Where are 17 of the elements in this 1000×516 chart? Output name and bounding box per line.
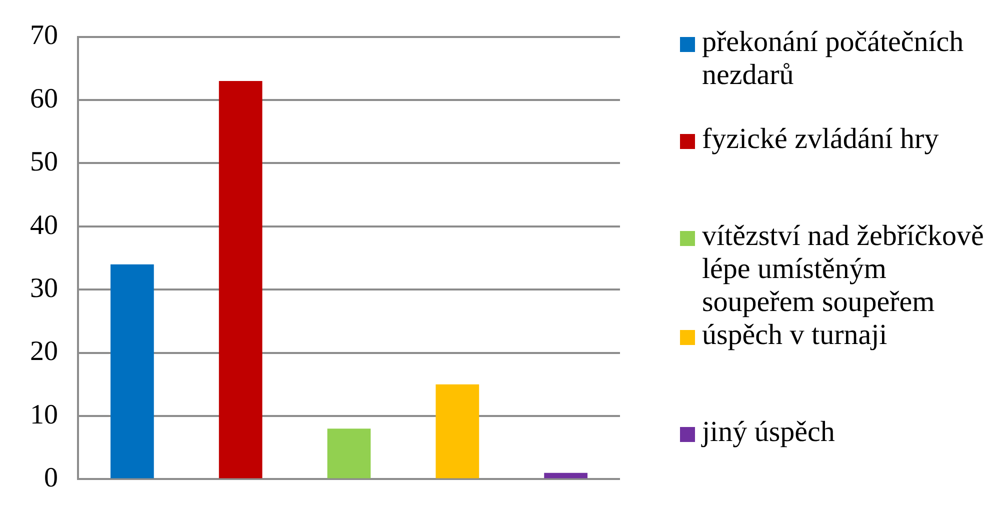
y-tick-label: 20 (30, 336, 58, 368)
bar (436, 384, 480, 478)
y-tick-label: 10 (30, 399, 58, 430)
bar (544, 472, 588, 478)
bar (327, 428, 371, 478)
bar (218, 81, 262, 478)
legend-label: překonání počátečních nezdarů (702, 26, 965, 92)
y-tick-label: 50 (30, 146, 58, 178)
legend-label: fyzické zvládání hry (702, 123, 940, 156)
y-tick-label: 0 (44, 462, 58, 494)
legend-label: úspěch v turnaji (702, 319, 888, 352)
bar (110, 264, 154, 478)
legend-label: jiný úspěch (702, 416, 836, 449)
y-tick-label: 30 (30, 272, 58, 304)
y-tick-label: 70 (30, 20, 58, 52)
y-tick-label: 60 (30, 83, 58, 114)
y-tick-label: 40 (30, 210, 58, 241)
